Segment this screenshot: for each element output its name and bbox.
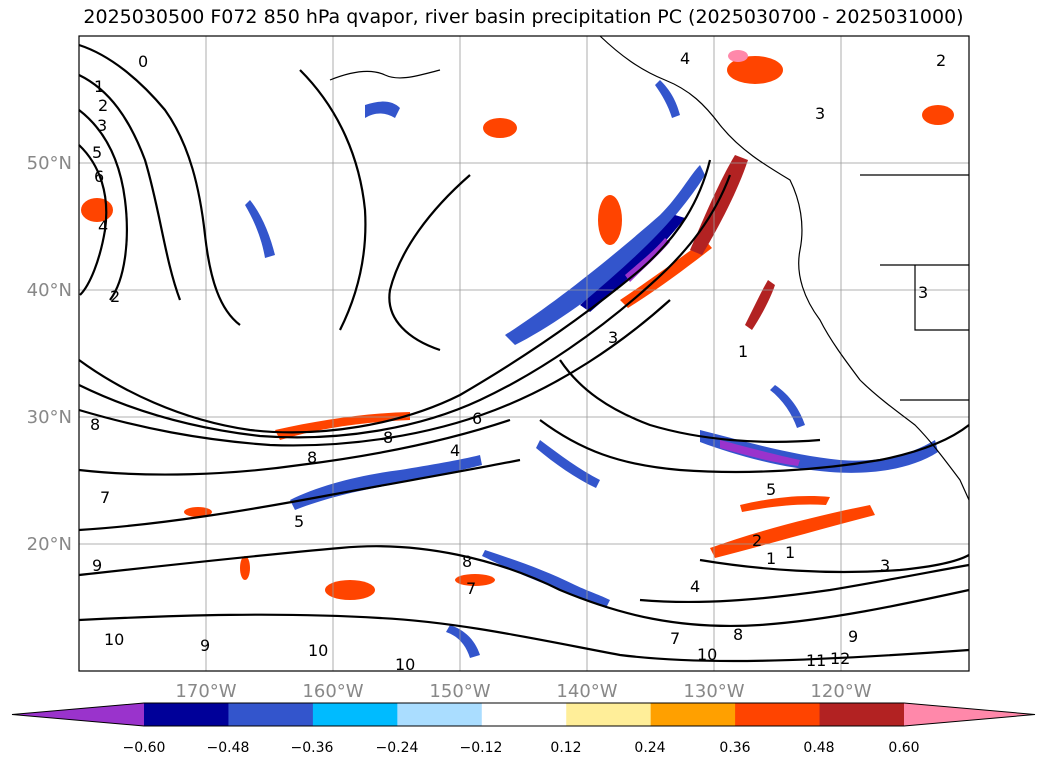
contour-label: 3 bbox=[880, 556, 890, 575]
colorbar-extension-min bbox=[12, 703, 144, 726]
contour-label: 8 bbox=[383, 428, 393, 447]
contour-label: 1 bbox=[94, 77, 104, 96]
contour-label: 4 bbox=[680, 49, 690, 68]
contour-label: 3 bbox=[97, 116, 107, 135]
contour-label: 2 bbox=[936, 51, 946, 70]
lon-label-120w: 120°W bbox=[810, 681, 871, 702]
contour-label: 8 bbox=[307, 448, 317, 467]
contour-label: 1 bbox=[766, 549, 776, 568]
lon-label-130w: 130°W bbox=[683, 681, 744, 702]
colorbar-segment bbox=[819, 703, 905, 726]
contour-label: 8 bbox=[90, 415, 100, 434]
colorbar-tick-label: −0.12 bbox=[460, 740, 503, 756]
colorbar-tick-label: 0.48 bbox=[803, 740, 834, 756]
lon-label-150w: 150°W bbox=[429, 681, 490, 702]
colorbar-segment bbox=[566, 703, 652, 726]
contour-label: 5 bbox=[766, 480, 776, 499]
contour-label: 9 bbox=[848, 627, 858, 646]
colorbar-segment bbox=[228, 703, 314, 726]
colorbar-tick-label: −0.48 bbox=[207, 740, 250, 756]
colorbar-tick-label: 0.12 bbox=[550, 740, 581, 756]
colorbar-segment bbox=[481, 703, 567, 726]
contour-label: 3 bbox=[608, 328, 618, 347]
colorbar-outline bbox=[11, 702, 1036, 727]
contour-label: 1 bbox=[738, 342, 748, 361]
colorbar-segment bbox=[397, 703, 483, 726]
lat-label-20n: 20°N bbox=[27, 534, 72, 555]
colorbar-tick-label: 0.24 bbox=[634, 740, 665, 756]
contour-label: 1 bbox=[785, 543, 795, 562]
lon-label-160w: 160°W bbox=[302, 681, 363, 702]
contour-label: 11 bbox=[806, 651, 826, 670]
colorbar-tick-label: 0.60 bbox=[888, 740, 919, 756]
lon-labels: 170°W 160°W 150°W 140°W 130°W 120°W bbox=[175, 681, 871, 702]
contour-label: 6 bbox=[94, 167, 104, 186]
colorbar-segment bbox=[312, 703, 398, 726]
contour-label: 7 bbox=[100, 488, 110, 507]
colorbar-tick-label: −0.60 bbox=[123, 740, 166, 756]
graticule bbox=[79, 36, 969, 671]
contour-labels: 0 1 2 3 5 6 4 2 4 3 8 8 6 4 5 3 1 9 8 7 … bbox=[90, 49, 946, 674]
contour-label: 3 bbox=[815, 104, 825, 123]
colorbar-tick-label: 0.36 bbox=[719, 740, 750, 756]
contour-label: 7 bbox=[466, 579, 476, 598]
contour-label: 6 bbox=[472, 409, 482, 428]
colorbar-tick-label: −0.24 bbox=[376, 740, 419, 756]
map-area: 0 1 2 3 5 6 4 2 4 3 8 8 6 4 5 3 1 9 8 7 … bbox=[78, 35, 970, 674]
contour-label: 4 bbox=[450, 441, 460, 460]
contour-label: 4 bbox=[98, 217, 108, 236]
contour-label: 5 bbox=[294, 512, 304, 531]
contour-label: 5 bbox=[92, 143, 102, 162]
contour-label: 9 bbox=[200, 636, 210, 655]
contour-label: 8 bbox=[733, 625, 743, 644]
coastlines bbox=[329, 35, 970, 501]
contour-label: 2 bbox=[110, 287, 120, 306]
colorbar-tick-label: −0.36 bbox=[291, 740, 334, 756]
lat-labels: 50°N 40°N 30°N 20°N bbox=[27, 153, 72, 555]
contour-label: 2 bbox=[752, 531, 762, 550]
lat-label-50n: 50°N bbox=[27, 153, 72, 174]
contour-label: 0 bbox=[138, 52, 148, 71]
lat-label-40n: 40°N bbox=[27, 280, 72, 301]
qvapor-contours bbox=[78, 43, 970, 663]
colorbar-segment bbox=[650, 703, 736, 726]
lon-label-170w: 170°W bbox=[175, 681, 236, 702]
contour-label: 10 bbox=[395, 655, 415, 674]
map-frame bbox=[78, 35, 970, 672]
colorbar-extension-max bbox=[904, 703, 1035, 726]
contour-label: 7 bbox=[670, 629, 680, 648]
contour-label: 12 bbox=[830, 649, 850, 668]
contour-label: 10 bbox=[104, 630, 124, 649]
precip-shading bbox=[81, 50, 954, 658]
colorbar bbox=[11, 702, 1036, 727]
contour-label: 8 bbox=[462, 552, 472, 571]
contour-label: 10 bbox=[697, 645, 717, 664]
colorbar-ticks: −0.60 −0.48 −0.36 −0.24 −0.12 0.12 0.24 … bbox=[123, 740, 920, 756]
colorbar-segment bbox=[144, 703, 229, 726]
contour-label: 4 bbox=[690, 577, 700, 596]
lat-label-30n: 30°N bbox=[27, 407, 72, 428]
contour-label: 10 bbox=[308, 641, 328, 660]
contour-label: 9 bbox=[92, 556, 102, 575]
colorbar-segment bbox=[735, 703, 821, 726]
lon-label-140w: 140°W bbox=[556, 681, 617, 702]
contour-label: 2 bbox=[98, 96, 108, 115]
contour-label: 3 bbox=[918, 283, 928, 302]
chart-title: 2025030500 F072 850 hPa qvapor, river ba… bbox=[83, 6, 964, 28]
